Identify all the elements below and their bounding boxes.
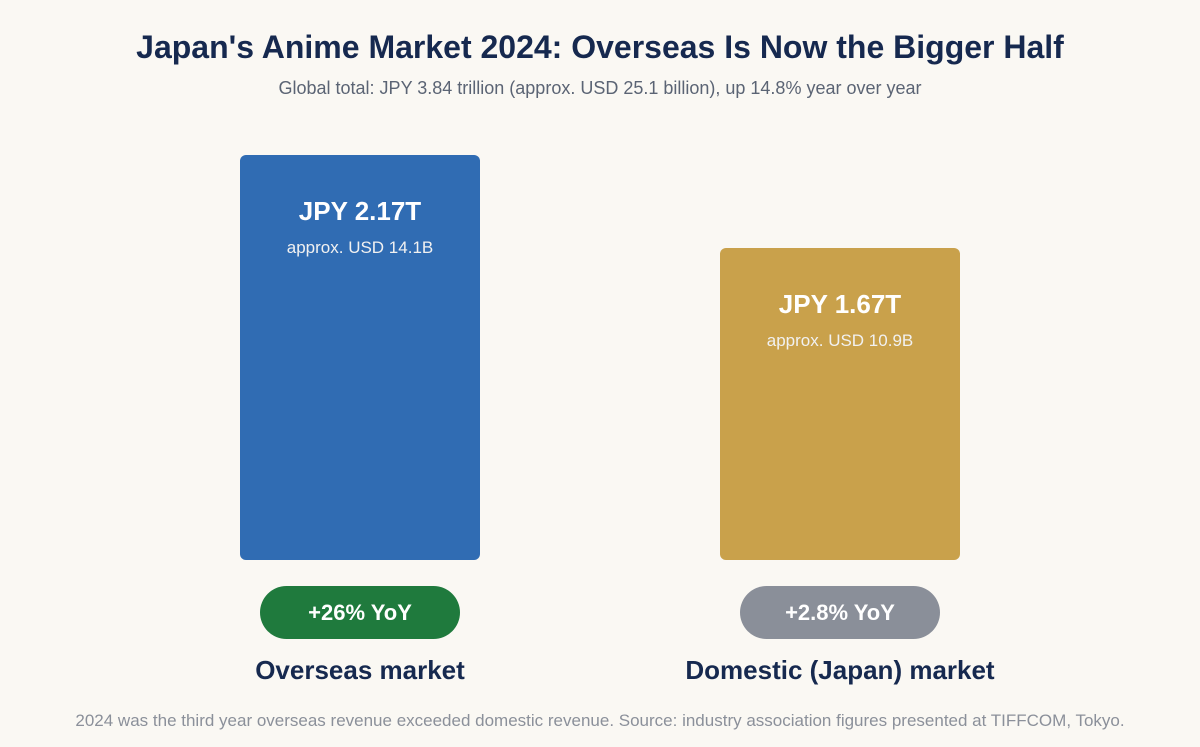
category-label: Overseas market [255, 655, 465, 685]
growth-badge: +2.8% YoY [740, 586, 940, 639]
chart-subtitle: Global total: JPY 3.84 trillion (approx.… [278, 78, 922, 98]
bar-overseas [240, 155, 480, 560]
bar-domestic [720, 248, 960, 560]
bar-usd-label: approx. USD 10.9B [766, 331, 914, 350]
chart-footnote: 2024 was the third year overseas revenue… [75, 711, 1125, 730]
growth-badge: +26% YoY [260, 586, 460, 639]
bar-value-label: JPY 2.17T [298, 196, 422, 226]
bar-value-label: JPY 1.67T [778, 289, 902, 319]
category-label: Domestic (Japan) market [685, 655, 995, 685]
chart-title: Japan's Anime Market 2024: Overseas Is N… [136, 29, 1064, 65]
bar-usd-label: approx. USD 14.1B [286, 238, 434, 257]
